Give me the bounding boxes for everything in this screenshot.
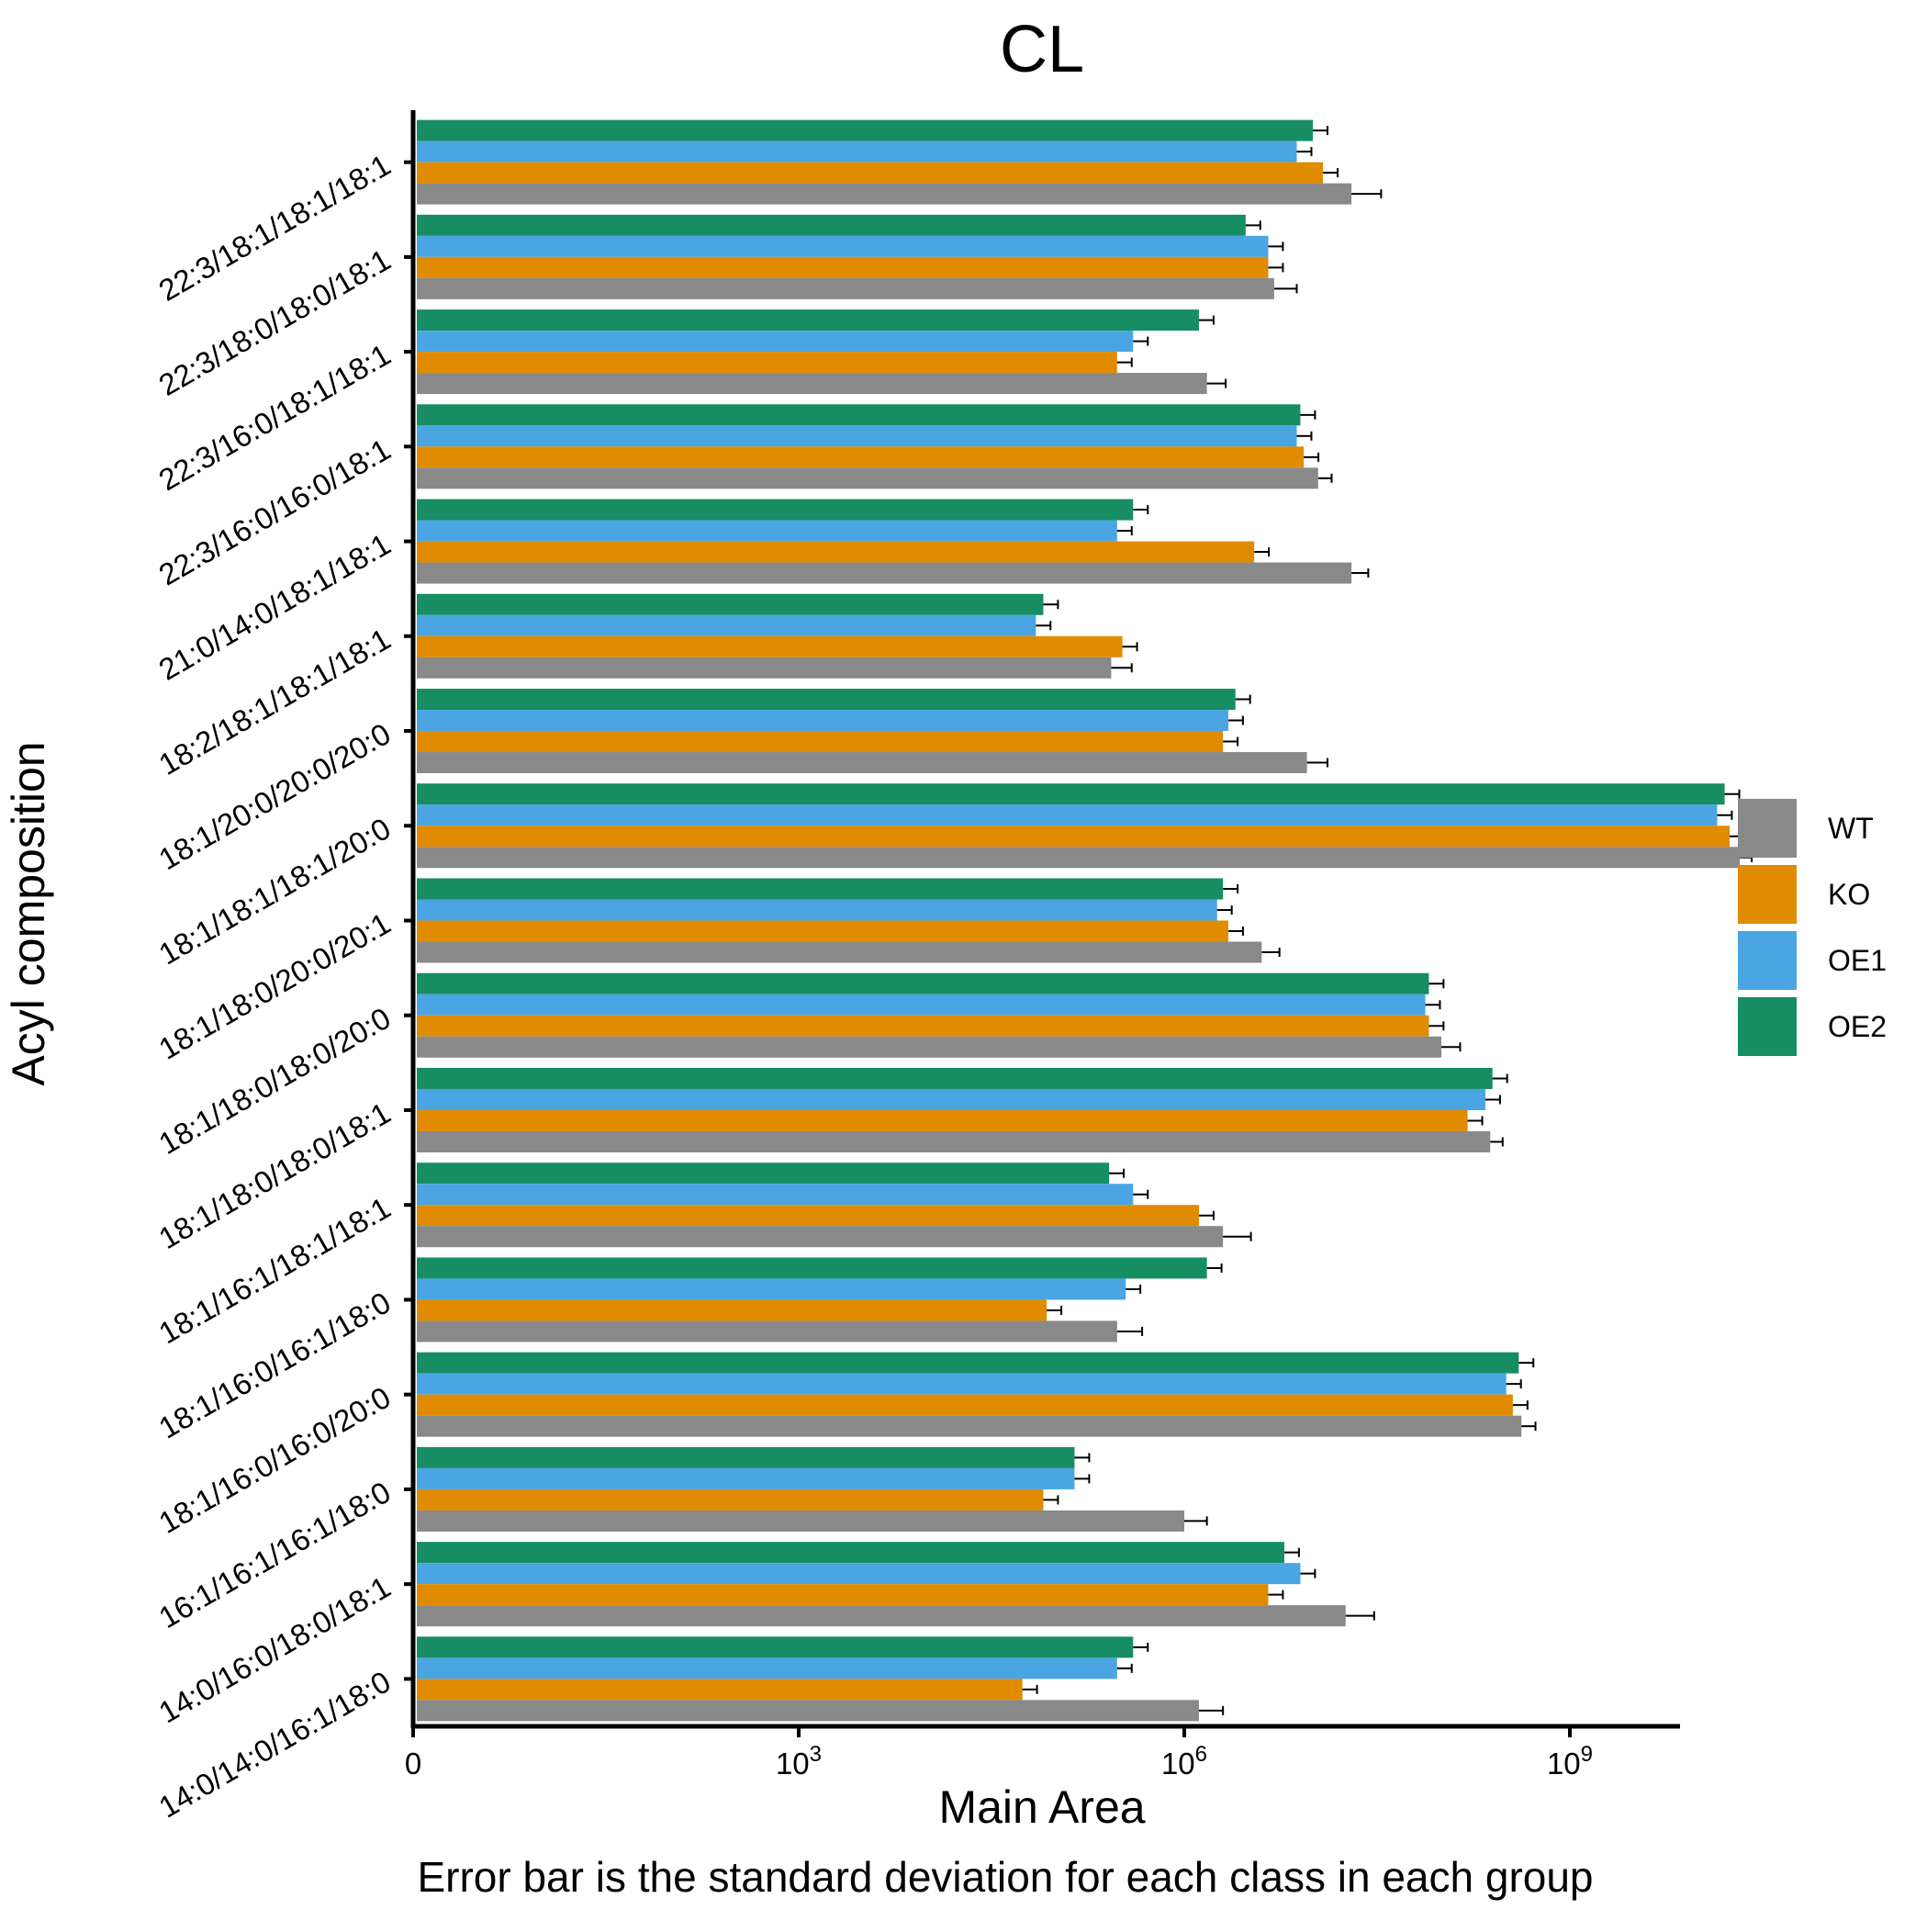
bar bbox=[417, 1584, 1269, 1606]
plot-area bbox=[417, 119, 1753, 1722]
bar bbox=[417, 1299, 1048, 1321]
bar bbox=[417, 1320, 1117, 1342]
bar bbox=[417, 1657, 1117, 1679]
legend-key bbox=[1738, 865, 1797, 924]
bar bbox=[417, 731, 1224, 753]
bar bbox=[417, 1488, 1044, 1511]
bar bbox=[417, 1373, 1507, 1395]
bar bbox=[417, 1415, 1522, 1437]
x-axis-title: Main Area bbox=[938, 1781, 1145, 1833]
legend-key bbox=[1738, 799, 1797, 858]
bar bbox=[417, 710, 1228, 732]
bar bbox=[417, 520, 1117, 542]
bar bbox=[417, 1352, 1519, 1374]
bar bbox=[417, 446, 1305, 468]
bar bbox=[417, 373, 1207, 395]
bar bbox=[417, 1130, 1491, 1152]
chart-title: CL bbox=[1000, 13, 1084, 86]
bar bbox=[417, 1278, 1126, 1300]
bar bbox=[417, 1226, 1224, 1248]
bar bbox=[417, 847, 1741, 869]
legend-key bbox=[1738, 931, 1797, 990]
bar bbox=[417, 1163, 1110, 1185]
bar bbox=[417, 1257, 1207, 1279]
bar bbox=[417, 1563, 1301, 1585]
bar bbox=[417, 1067, 1493, 1089]
bar bbox=[417, 309, 1199, 331]
x-tick-label: 106 bbox=[1161, 1742, 1207, 1780]
bar bbox=[417, 541, 1255, 563]
bar bbox=[417, 331, 1134, 353]
bar bbox=[417, 1015, 1429, 1037]
bar bbox=[417, 804, 1718, 826]
bar bbox=[417, 235, 1269, 257]
bar bbox=[417, 752, 1307, 774]
legend-label: OE1 bbox=[1828, 944, 1887, 977]
bar bbox=[417, 499, 1134, 521]
bar bbox=[417, 140, 1297, 163]
bar bbox=[417, 425, 1297, 447]
bar bbox=[417, 256, 1269, 278]
legend-label: OE2 bbox=[1828, 1010, 1887, 1043]
x-tick-label: 0 bbox=[405, 1747, 421, 1780]
bar bbox=[417, 1636, 1134, 1658]
bar bbox=[417, 941, 1262, 963]
bar bbox=[417, 1510, 1184, 1532]
bar bbox=[417, 972, 1429, 994]
bar bbox=[417, 826, 1731, 848]
legend: WT KO OE1 OE2 bbox=[1738, 799, 1887, 1056]
bar bbox=[417, 614, 1036, 636]
bar bbox=[417, 783, 1725, 805]
bar bbox=[417, 920, 1228, 942]
bar bbox=[417, 635, 1123, 657]
bar bbox=[417, 1394, 1513, 1416]
bar bbox=[417, 1036, 1441, 1058]
bar bbox=[417, 1088, 1485, 1110]
x-tick-label: 109 bbox=[1547, 1742, 1593, 1780]
bar bbox=[417, 1679, 1023, 1701]
bar bbox=[417, 119, 1313, 141]
chart-caption: Error bar is the standard deviation for … bbox=[417, 1853, 1593, 1901]
bar bbox=[417, 183, 1352, 205]
bar bbox=[417, 214, 1246, 236]
legend-label: WT bbox=[1828, 812, 1874, 845]
bar bbox=[417, 1467, 1075, 1489]
bar bbox=[417, 1184, 1134, 1206]
bar bbox=[417, 593, 1044, 615]
bar bbox=[417, 277, 1274, 299]
bar bbox=[417, 1542, 1284, 1564]
bar bbox=[417, 467, 1318, 489]
x-tick-label: 103 bbox=[776, 1742, 822, 1780]
bar bbox=[417, 162, 1324, 184]
bar bbox=[417, 1446, 1075, 1468]
bar bbox=[417, 1605, 1346, 1627]
bar bbox=[417, 899, 1217, 921]
bar bbox=[417, 1109, 1468, 1131]
legend-label: KO bbox=[1828, 878, 1870, 911]
bar bbox=[417, 352, 1117, 374]
bar bbox=[417, 878, 1224, 900]
bar bbox=[417, 404, 1301, 426]
bar bbox=[417, 562, 1352, 584]
bar bbox=[417, 994, 1426, 1016]
bar bbox=[417, 1205, 1199, 1227]
bar bbox=[417, 1700, 1199, 1722]
legend-key bbox=[1738, 997, 1797, 1056]
bar bbox=[417, 689, 1236, 711]
y-axis-title: Acyl composition bbox=[3, 741, 54, 1085]
bar bbox=[417, 657, 1112, 679]
